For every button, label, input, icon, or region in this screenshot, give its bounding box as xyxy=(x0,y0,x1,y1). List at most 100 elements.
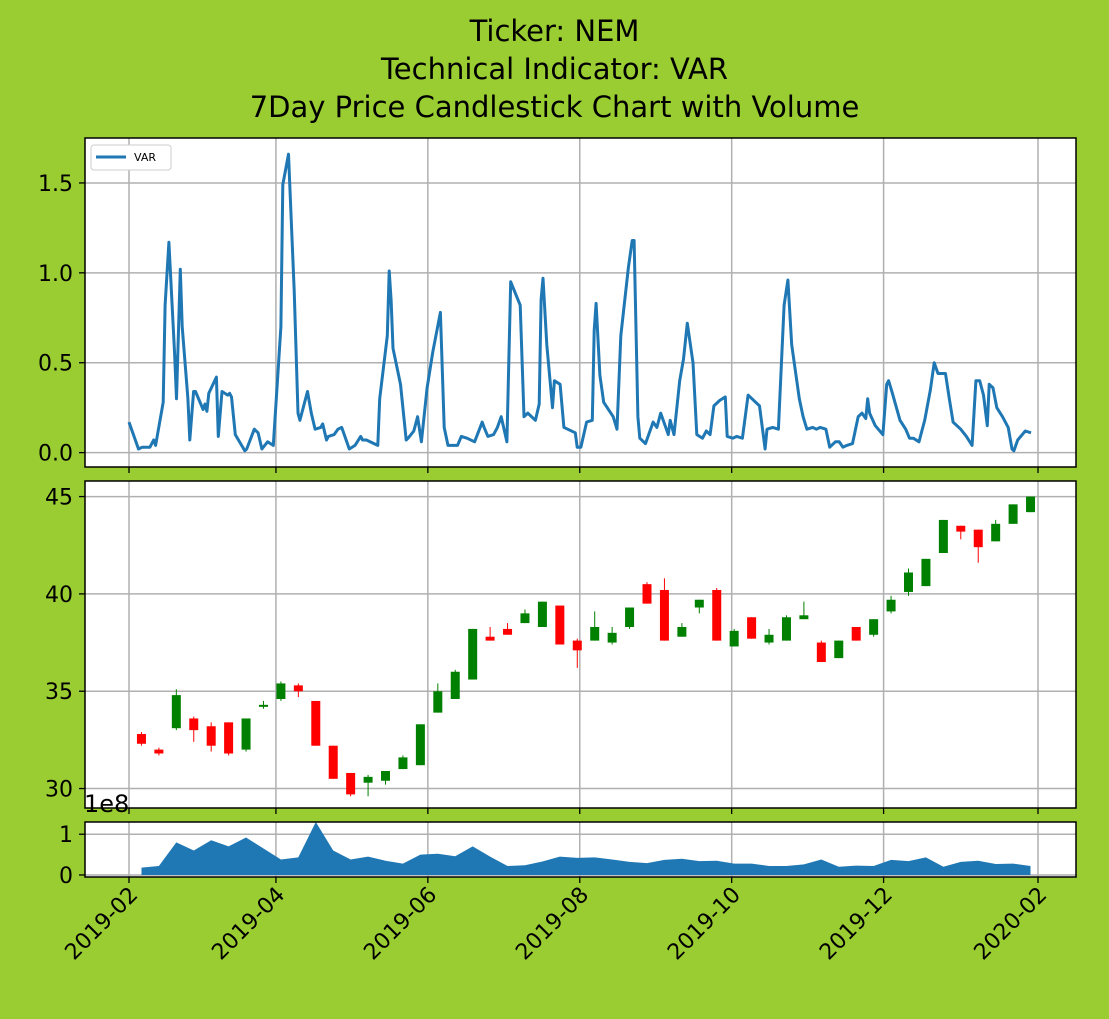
title-subtitle: 7Day Price Candlestick Chart with Volume xyxy=(249,90,860,124)
candle-2019-12-11 xyxy=(903,568,913,596)
candle-body-2019-07-17 xyxy=(537,601,547,627)
candle-2020-01-01 xyxy=(956,525,966,540)
indicator-y-tick-label-1.5: 1.5 xyxy=(38,172,73,197)
candle-body-2019-04-10 xyxy=(293,685,303,692)
price-y-tick-label-35: 35 xyxy=(45,680,73,705)
candle-2019-02-13 xyxy=(154,747,164,756)
candle-2019-07-31 xyxy=(572,638,582,668)
candle-2019-05-22 xyxy=(398,755,408,770)
candle-2019-09-04 xyxy=(659,578,669,641)
candle-body-2019-08-07 xyxy=(590,626,600,641)
candle-body-2019-04-17 xyxy=(311,700,321,746)
candle-body-2019-07-24 xyxy=(555,605,565,645)
candle-2019-11-06 xyxy=(816,640,826,663)
indicator-y-axis: 0.0 0.5 1.0 1.5 xyxy=(38,172,85,467)
candle-2019-05-01 xyxy=(346,772,356,797)
candle-body-2019-10-30 xyxy=(799,615,809,620)
candle-body-2019-03-13 xyxy=(224,722,234,754)
candle-2019-12-18 xyxy=(921,558,931,587)
candle-body-2020-01-08 xyxy=(973,529,983,548)
candle-2019-05-08 xyxy=(363,774,373,797)
candle-body-2020-01-29 xyxy=(1026,496,1036,513)
volume-area xyxy=(141,822,1031,875)
candle-2019-10-30 xyxy=(799,601,809,620)
price-y-tick-label-45: 45 xyxy=(45,486,73,511)
price-panel-frame xyxy=(84,480,1077,809)
x-tick-label-2019-08: 2019-08 xyxy=(511,883,594,966)
x-axis-ticks: 2019-02 2019-04 2019-06 2019-08 2019-10 2019-… xyxy=(61,877,1053,966)
candle-2019-08-07 xyxy=(590,611,600,641)
volume-panel-frame xyxy=(84,821,1077,878)
candle-2019-03-20 xyxy=(241,718,251,752)
candle-body-2019-07-31 xyxy=(572,640,582,651)
candle-2019-11-13 xyxy=(834,640,844,659)
indicator-y-tick-label-0.0: 0.0 xyxy=(38,442,73,467)
x-tick-label-2020-02: 2020-02 xyxy=(970,883,1053,966)
candle-body-2019-07-10 xyxy=(520,613,530,624)
candle-2019-12-25 xyxy=(938,519,948,554)
volume-offset-label: 1e8 xyxy=(84,790,129,818)
candle-2019-02-06 xyxy=(136,732,146,746)
x-tick-label-2019-10: 2019-10 xyxy=(663,883,746,966)
candle-2019-06-12 xyxy=(450,669,460,699)
title-indicator: Technical Indicator: VAR xyxy=(381,52,728,86)
candle-2019-11-20 xyxy=(851,626,861,641)
candle-2020-01-15 xyxy=(991,519,1001,542)
candle-body-2019-08-21 xyxy=(625,607,635,627)
candle-body-2019-06-19 xyxy=(468,628,478,680)
candle-body-2019-02-13 xyxy=(154,749,164,754)
candle-2019-05-15 xyxy=(381,771,391,785)
candle-body-2019-05-29 xyxy=(415,724,425,766)
candle-2019-04-24 xyxy=(328,745,338,779)
candle-body-2020-01-22 xyxy=(1008,504,1018,524)
candle-2019-06-05 xyxy=(433,683,443,713)
candle-body-2019-11-27 xyxy=(869,619,879,635)
candle-body-2019-05-22 xyxy=(398,757,408,770)
candle-2019-04-17 xyxy=(311,700,321,746)
candle-body-2019-12-04 xyxy=(886,599,896,612)
legend-box xyxy=(90,144,172,171)
candle-body-2019-03-27 xyxy=(258,704,268,707)
candle-2019-03-27 xyxy=(258,700,268,709)
candle-2020-01-22 xyxy=(1008,504,1018,524)
candle-2019-10-02 xyxy=(729,628,739,647)
title-ticker: Ticker: NEM xyxy=(469,14,640,48)
candle-2019-03-13 xyxy=(224,722,234,756)
price-y-tick-label-40: 40 xyxy=(45,583,73,608)
candle-2019-08-21 xyxy=(625,607,635,629)
candle-2019-08-28 xyxy=(642,582,652,604)
candle-body-2019-11-13 xyxy=(834,640,844,659)
candle-2019-04-10 xyxy=(293,683,303,698)
indicator-y-tick-label-1.0: 1.0 xyxy=(38,262,73,287)
candle-body-2019-09-04 xyxy=(659,590,669,641)
candle-body-2019-07-03 xyxy=(503,628,513,635)
candle-body-2019-05-01 xyxy=(346,772,356,795)
candle-2020-01-08 xyxy=(973,529,983,563)
candle-2019-04-03 xyxy=(276,681,286,701)
candle-body-2019-10-02 xyxy=(729,630,739,647)
candle-body-2019-10-23 xyxy=(781,617,791,641)
candle-body-2019-08-14 xyxy=(607,632,617,643)
candlesticks xyxy=(136,496,1036,797)
candle-body-2019-08-28 xyxy=(642,584,652,604)
candle-2019-09-25 xyxy=(712,588,722,641)
candle-2019-09-11 xyxy=(677,623,687,637)
candle-2019-09-18 xyxy=(694,599,704,614)
candle-body-2019-09-11 xyxy=(677,626,687,637)
candle-body-2019-12-25 xyxy=(938,519,948,554)
candle-2019-10-16 xyxy=(764,628,774,645)
candle-body-2019-04-24 xyxy=(328,745,338,779)
x-tick-label-2019-04: 2019-04 xyxy=(208,883,291,966)
candle-2019-12-04 xyxy=(886,595,896,614)
legend: VAR xyxy=(90,144,172,171)
candle-body-2020-01-15 xyxy=(991,523,1001,542)
candle-2019-02-27 xyxy=(189,716,199,742)
candle-2019-07-03 xyxy=(503,623,513,635)
candle-2019-03-06 xyxy=(206,722,216,752)
indicator-x-tick-marks xyxy=(128,467,1039,473)
candle-body-2019-12-11 xyxy=(903,572,913,592)
candle-2019-06-19 xyxy=(468,628,478,680)
x-tick-label-2019-02: 2019-02 xyxy=(61,883,144,966)
price-y-tick-label-30: 30 xyxy=(45,778,73,803)
